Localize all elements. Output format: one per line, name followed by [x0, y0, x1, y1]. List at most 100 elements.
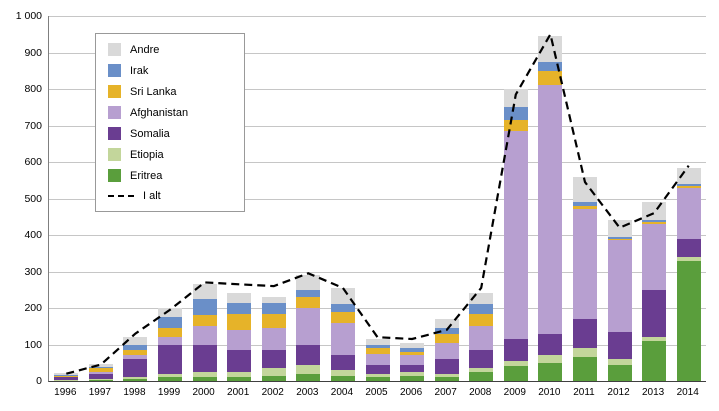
- bar-segment-andre: [572, 176, 597, 203]
- legend-item-sri-lanka: Sri Lanka: [108, 85, 228, 98]
- bar-group-2011: [572, 176, 597, 381]
- x-axis-tick-label: 2012: [607, 387, 630, 398]
- bar-segment-afghanistan: [330, 322, 355, 356]
- bar-segment-somalia: [503, 339, 528, 361]
- legend-label: Irak: [130, 64, 149, 77]
- bar-group-2013: [642, 202, 667, 381]
- bar-segment-somalia: [642, 289, 667, 338]
- bar-group-2005: [365, 339, 390, 381]
- bar-segment-somalia: [54, 377, 79, 381]
- legend-item-irak: Irak: [108, 64, 228, 77]
- bar-segment-afghanistan: [365, 353, 390, 365]
- bar-segment-andre: [158, 308, 183, 318]
- bar-group-2009: [503, 89, 528, 381]
- legend-label: Andre: [130, 43, 160, 56]
- bar-segment-afghanistan: [158, 337, 183, 345]
- y-axis-tick-label: 200: [24, 302, 42, 314]
- bar-segment-somalia: [400, 364, 425, 372]
- legend-dashed-line-swatch: [108, 195, 134, 197]
- bar-segment-somalia: [607, 331, 632, 360]
- bar-segment-sri-lanka: [434, 333, 459, 343]
- bar-segment-sri-lanka: [54, 375, 79, 377]
- x-axis-tick-label: 2009: [503, 387, 526, 398]
- bar-segment-irak: [54, 375, 79, 376]
- bar-segment-eritrea: [469, 371, 494, 381]
- bar-segment-eritrea: [676, 260, 701, 381]
- y-axis-tick-label: 0: [36, 375, 42, 387]
- bar-segment-irak: [192, 298, 217, 316]
- bar-segment-sri-lanka: [192, 315, 217, 327]
- y-axis-tick-label: 500: [24, 192, 42, 205]
- bar-segment-irak: [469, 304, 494, 314]
- y-axis-tick-label: 600: [24, 156, 42, 168]
- legend-item-i-alt: I alt: [108, 190, 228, 202]
- y-axis-tick-label: 400: [24, 229, 42, 241]
- bar-segment-somalia: [365, 364, 390, 374]
- legend-label: Afghanistan: [130, 106, 189, 119]
- bar-segment-eritrea: [227, 377, 252, 381]
- bar-group-2014: [676, 167, 701, 381]
- x-axis-tick-label: 1996: [54, 387, 77, 398]
- bar-group-2007: [434, 318, 459, 381]
- bar-segment-etiopia: [572, 348, 597, 358]
- bar-segment-afghanistan: [503, 131, 528, 340]
- legend-swatch: [108, 169, 121, 182]
- bar-segment-somalia: [434, 359, 459, 374]
- bar-segment-somalia: [330, 355, 355, 371]
- legend-swatch: [108, 64, 121, 77]
- bar-segment-andre: [330, 287, 355, 305]
- x-axis-tick-label: 2013: [641, 387, 665, 398]
- bar-segment-afghanistan: [538, 85, 563, 334]
- bar-segment-somalia: [261, 349, 286, 369]
- bar-group-2008: [469, 293, 494, 381]
- bar-segment-eritrea: [296, 373, 321, 381]
- bar-segment-afghanistan: [54, 376, 79, 378]
- bar-segment-afghanistan: [192, 326, 217, 345]
- bar-segment-eritrea: [538, 362, 563, 381]
- bar-segment-andre: [538, 36, 563, 62]
- bar-segment-sri-lanka: [330, 311, 355, 323]
- bar-group-1997: [88, 364, 113, 381]
- bar-segment-etiopia: [54, 380, 79, 381]
- plot-area: [48, 16, 706, 382]
- legend-swatch: [108, 43, 121, 56]
- x-axis-tick-label: 1999: [157, 387, 181, 398]
- bar-segment-somalia: [158, 344, 183, 374]
- bar-group-2002: [261, 297, 286, 381]
- legend-swatch: [108, 127, 121, 140]
- bar-segment-somalia: [469, 349, 494, 369]
- bar-segment-etiopia: [538, 355, 563, 363]
- y-axis-tick-label: 700: [24, 119, 42, 132]
- legend-item-afghanistan: Afghanistan: [108, 106, 228, 119]
- bar-segment-etiopia: [365, 373, 390, 378]
- bar-segment-andre: [296, 275, 321, 290]
- bar-segment-eritrea: [88, 380, 113, 381]
- x-axis-tick-label: 2010: [538, 387, 561, 398]
- bar-segment-irak: [227, 302, 252, 314]
- bar-segment-irak: [158, 317, 183, 329]
- x-axis-tick-label: 2004: [330, 387, 354, 398]
- bar-group-2006: [400, 342, 425, 381]
- bar-segment-afghanistan: [642, 224, 667, 290]
- legend-item-somalia: Somalia: [108, 127, 228, 140]
- legend-item-eritrea: Eritrea: [108, 169, 228, 182]
- bar-group-2010: [538, 36, 563, 381]
- bar-segment-eritrea: [158, 377, 183, 381]
- y-axis-tick-label: 100: [24, 338, 42, 351]
- x-axis-tick-label: 2006: [399, 387, 423, 398]
- bar-group-1996: [54, 373, 79, 381]
- bar-segment-andre: [469, 293, 494, 305]
- bar-segment-somalia: [676, 238, 701, 257]
- x-axis-tick-label: 2008: [469, 387, 492, 398]
- y-axis-tick-label: 1 000: [15, 10, 42, 22]
- bar-segment-somalia: [227, 350, 252, 372]
- bar-segment-somalia: [572, 318, 597, 349]
- bar-group-2004: [330, 287, 355, 381]
- bar-segment-eritrea: [400, 375, 425, 381]
- legend-item-etiopia: Etiopia: [108, 148, 228, 161]
- bar-segment-etiopia: [123, 377, 148, 380]
- legend-label: Etiopia: [130, 148, 164, 161]
- x-axis-tick-label: 2007: [434, 387, 457, 398]
- x-axis-tick-label: 2014: [676, 387, 699, 398]
